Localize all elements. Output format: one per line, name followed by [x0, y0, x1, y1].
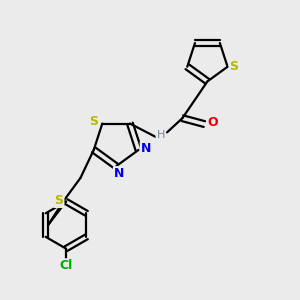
- Text: N: N: [114, 167, 124, 180]
- Text: H: H: [156, 130, 165, 140]
- Text: S: S: [55, 194, 64, 207]
- Text: Cl: Cl: [59, 259, 73, 272]
- Text: S: S: [89, 115, 98, 128]
- Text: S: S: [230, 60, 238, 73]
- Text: N: N: [141, 142, 151, 155]
- Text: O: O: [207, 116, 218, 129]
